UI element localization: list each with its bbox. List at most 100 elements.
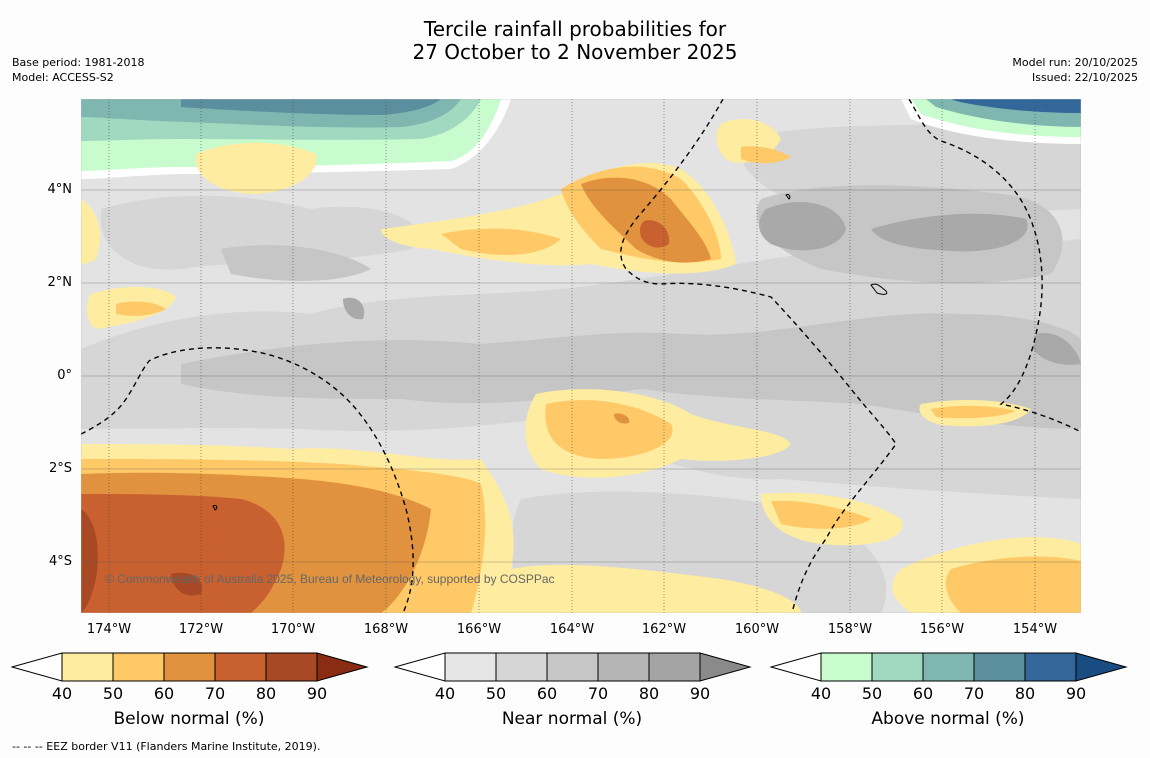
cbar-segment	[973, 652, 1026, 682]
below-normal-80-region	[81, 509, 98, 613]
cbar-tick: 70	[963, 684, 985, 703]
lon-label: 168°W	[363, 622, 409, 637]
cbar-tick: 80	[638, 684, 660, 703]
rainfall-probability-map: © Commonwealth of Australia 2025, Bureau…	[81, 99, 1081, 613]
cbar-segment	[648, 652, 701, 682]
cbar-tick: 50	[861, 684, 883, 703]
cbar-tick: 70	[204, 684, 226, 703]
below-normal-colorbar	[11, 652, 369, 682]
cbar-tick: 60	[153, 684, 175, 703]
lon-label: 170°W	[270, 622, 316, 637]
cbar-tick: 50	[102, 684, 124, 703]
cbar-segment	[820, 652, 873, 682]
cbar-tick: 60	[536, 684, 558, 703]
cbar-segment	[546, 652, 599, 682]
cbar-segment	[316, 652, 369, 682]
below-normal-50-region	[116, 301, 166, 316]
cbar-segment	[1075, 652, 1128, 682]
map-title: Tercile rainfall probabilities for 27 Oc…	[0, 18, 1150, 64]
below-normal-50-region	[771, 500, 871, 529]
below-normal-70-region	[81, 494, 285, 613]
base-period: Base period: 1981-2018	[12, 56, 145, 69]
lon-label: 158°W	[827, 622, 873, 637]
near-normal-60-region	[221, 245, 371, 281]
below-normal-colorbar-title: Below normal (%)	[113, 709, 265, 729]
lat-label: 2°S	[48, 461, 72, 476]
cbar-segment	[394, 652, 446, 682]
below-normal-50-region	[441, 228, 561, 255]
below-normal-50-region	[931, 405, 1016, 419]
cbar-segment	[1024, 652, 1077, 682]
cbar-tick: 90	[1065, 684, 1087, 703]
lon-label: 160°W	[734, 622, 780, 637]
below-normal-equatorial-patches	[525, 389, 1031, 546]
copyright-text: © Commonwealth of Australia 2025, Bureau…	[105, 572, 555, 586]
near-normal-70-region	[759, 201, 846, 251]
island-outline	[785, 194, 791, 200]
model-info: Base period: 1981-2018 Model: ACCESS-S2	[12, 55, 144, 85]
title-line-1: Tercile rainfall probabilities for	[423, 17, 727, 41]
lat-label: 2°N	[47, 275, 73, 290]
lon-label: 154°W	[1012, 622, 1058, 637]
model-name: Model: ACCESS-S2	[12, 71, 114, 84]
issued-date: Issued: 22/10/2025	[1031, 71, 1138, 84]
below-normal-70-region	[640, 220, 670, 248]
island-outline	[870, 283, 888, 295]
cbar-tick: 40	[51, 684, 73, 703]
cbar-segment	[214, 652, 267, 682]
above-normal-colorbar	[770, 652, 1128, 682]
cbar-tick: 60	[912, 684, 934, 703]
cbar-tick: 90	[689, 684, 711, 703]
eez-legend-note: -- -- -- EEZ border V11 (Flanders Marine…	[12, 740, 321, 753]
cbar-segment	[265, 652, 318, 682]
cbar-tick: 50	[485, 684, 507, 703]
lon-label: 166°W	[456, 622, 502, 637]
cbar-segment	[444, 652, 497, 682]
cbar-segment	[11, 652, 63, 682]
cbar-tick: 80	[1014, 684, 1036, 703]
near-normal-70-region	[871, 213, 1028, 252]
map-graticule	[81, 189, 1081, 563]
below-normal-50-region	[545, 400, 673, 459]
lon-label: 172°W	[178, 622, 224, 637]
cbar-tick: 90	[306, 684, 328, 703]
near-normal-50-region	[100, 195, 419, 270]
lon-label: 164°W	[549, 622, 595, 637]
lon-label: 156°W	[919, 622, 965, 637]
below-normal-80-region	[171, 572, 202, 596]
cbar-segment	[163, 652, 216, 682]
below-normal-south-west-region	[81, 444, 1081, 613]
near-normal-60-region	[181, 313, 1081, 429]
eez-border-line	[620, 99, 897, 610]
eez-border-line	[81, 347, 414, 613]
cbar-tick: 70	[587, 684, 609, 703]
cbar-segment	[61, 652, 114, 682]
cbar-segment	[112, 652, 165, 682]
lon-label: 174°W	[86, 622, 132, 637]
below-normal-50-region	[741, 146, 791, 164]
lon-label: 162°W	[641, 622, 687, 637]
below-normal-60-region	[581, 177, 711, 263]
cbar-segment	[495, 652, 548, 682]
cbar-segment	[871, 652, 924, 682]
cbar-segment	[770, 652, 822, 682]
near-normal-70-region	[343, 297, 365, 320]
model-run-date: Model run: 20/10/2025	[1012, 56, 1138, 69]
below-normal-50-region	[945, 556, 1081, 613]
cbar-tick: 40	[810, 684, 832, 703]
above-normal-70-region	[181, 99, 441, 115]
cbar-tick: 80	[255, 684, 277, 703]
below-normal-40-region	[81, 199, 101, 264]
eez-border-line	[908, 99, 1081, 433]
cbar-segment	[699, 652, 752, 682]
lat-label: 4°N	[47, 182, 73, 197]
below-normal-60-region	[614, 413, 630, 424]
lat-label: 0°	[57, 368, 72, 383]
near-normal-colorbar	[394, 652, 752, 682]
cbar-segment	[922, 652, 975, 682]
above-normal-colorbar-title: Above normal (%)	[871, 709, 1025, 729]
title-line-2: 27 October to 2 November 2025	[412, 40, 738, 64]
eez-borders	[81, 99, 1081, 613]
cbar-segment	[597, 652, 650, 682]
near-normal-colorbar-title: Near normal (%)	[501, 709, 643, 729]
